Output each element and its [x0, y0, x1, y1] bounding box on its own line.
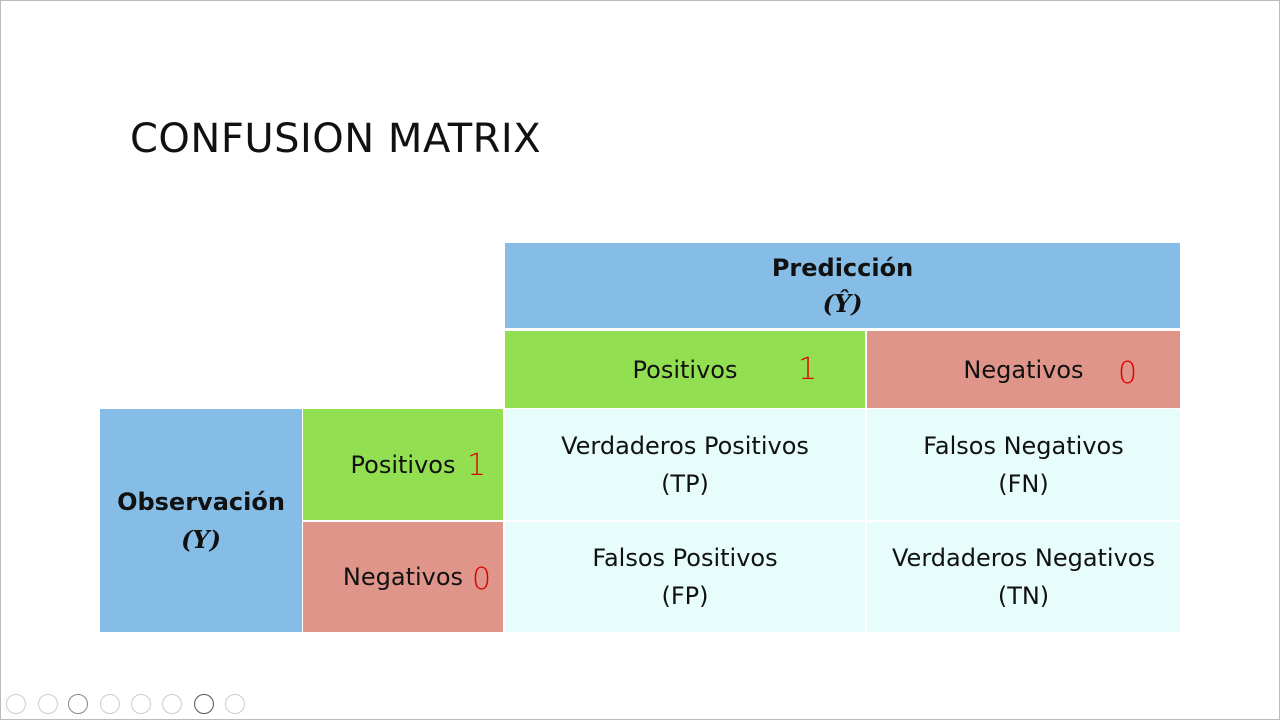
- prediction-symbol: (Ŷ): [822, 288, 863, 318]
- matrix-cell: Verdaderos Positivos (TP): [505, 409, 865, 520]
- prediction-label: Predicción: [771, 253, 914, 282]
- cell-abbr: (TP): [661, 469, 709, 498]
- handwritten-mark: 1: [798, 352, 818, 387]
- toolbar-button[interactable]: [38, 694, 58, 714]
- toolbar-button[interactable]: [100, 694, 120, 714]
- row-label: Positivos: [350, 450, 456, 479]
- cell-name: Verdaderos Negativos: [892, 544, 1155, 572]
- cell-abbr: (TN): [997, 582, 1050, 610]
- column-header: Negativos: [867, 331, 1180, 408]
- column-header: Positivos: [505, 331, 865, 408]
- handwritten-mark: 0: [1118, 356, 1138, 391]
- observation-label: Observación: [117, 487, 285, 516]
- handwritten-mark: 1: [467, 448, 487, 483]
- cell-abbr: (FP): [661, 582, 709, 610]
- cell-abbr: (FN): [998, 469, 1049, 498]
- toolbar-button[interactable]: [131, 694, 151, 714]
- cell-name: Falsos Positivos: [592, 544, 778, 572]
- toolbar-button[interactable]: [162, 694, 182, 714]
- cell-name: Verdaderos Positivos: [561, 431, 809, 460]
- matrix-cell: Falsos Negativos (FN): [867, 409, 1180, 520]
- row-label: Negativos: [342, 563, 464, 591]
- toolbar-button[interactable]: [194, 694, 214, 714]
- prediction-header: Predicción (Ŷ): [505, 243, 1180, 328]
- slide-title: CONFUSION MATRIX: [130, 116, 542, 162]
- cell-name: Falsos Negativos: [923, 431, 1124, 460]
- column-label: Positivos: [632, 355, 738, 384]
- row-header: Positivos: [303, 409, 503, 520]
- handwritten-mark: 0: [472, 562, 492, 597]
- column-label: Negativos: [963, 355, 1084, 384]
- observation-symbol: (Y): [181, 524, 221, 554]
- matrix-cell: Verdaderos Negativos (TN): [867, 522, 1180, 632]
- toolbar-button[interactable]: [225, 694, 245, 714]
- matrix-cell: Falsos Positivos (FP): [505, 522, 865, 632]
- toolbar-button[interactable]: [68, 694, 88, 714]
- observation-header: Observación (Y): [100, 409, 302, 632]
- toolbar-button[interactable]: [6, 694, 26, 714]
- row-header: Negativos: [303, 522, 503, 632]
